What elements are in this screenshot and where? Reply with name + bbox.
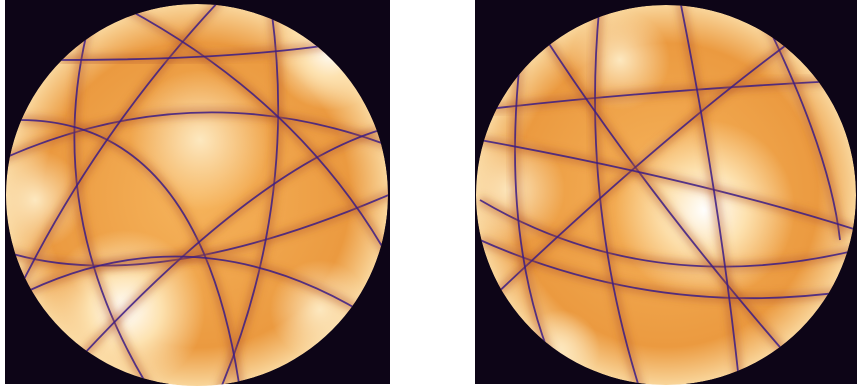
right-pattern: [476, 5, 856, 385]
left-pattern: [6, 4, 388, 386]
